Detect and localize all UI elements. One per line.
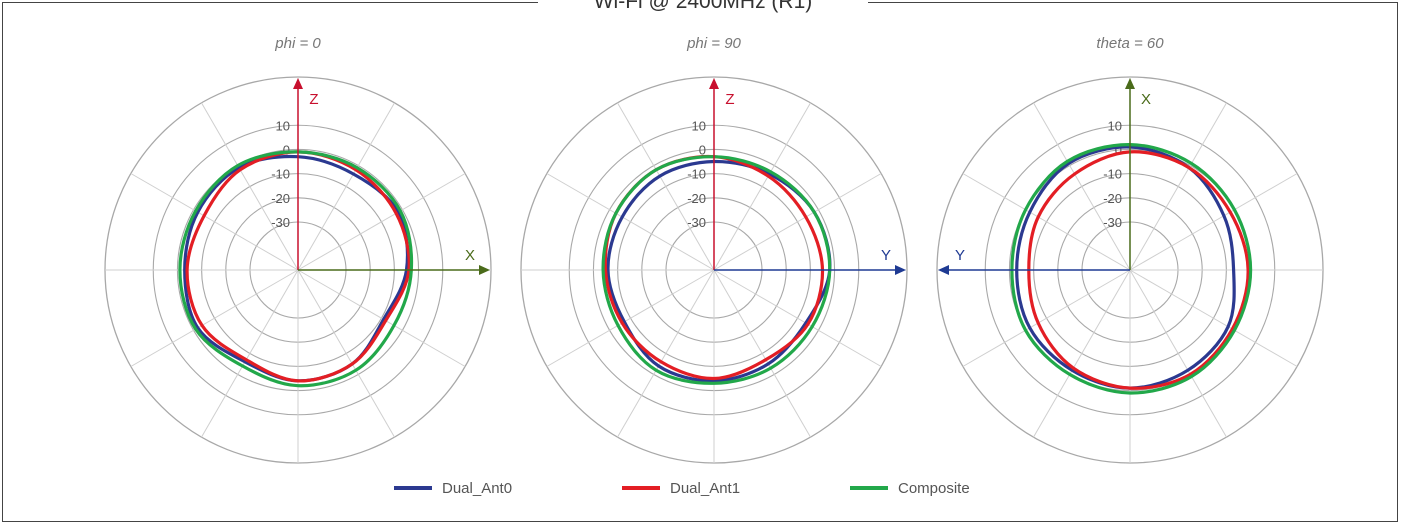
grid-spoke-inner — [1129, 269, 1155, 312]
axis-arrow — [938, 265, 949, 275]
legend-swatch — [394, 486, 432, 490]
axis-label-x: X — [1141, 91, 1151, 108]
grid-spoke-inner — [256, 245, 299, 271]
grid-spoke — [617, 311, 691, 438]
chart-title: Wi-Fi @ 2400MHz (R1) — [538, 0, 868, 15]
axis-label-z: Z — [309, 91, 318, 108]
plot-subtitle: theta = 60 — [1096, 35, 1164, 52]
grid-spoke-inner — [273, 269, 299, 312]
grid-spoke — [130, 293, 257, 367]
radial-tick-label: -10 — [1103, 167, 1122, 182]
grid-spoke-inner — [297, 245, 340, 271]
grid-spoke-inner — [713, 269, 756, 295]
grid-spoke-inner — [1129, 269, 1172, 295]
grid-spoke-inner — [1129, 228, 1155, 271]
axis-label-y: Y — [881, 247, 891, 264]
axis-label-z: Z — [725, 91, 734, 108]
series-composite — [601, 155, 832, 385]
grid-spoke-inner — [256, 269, 299, 295]
grid-spoke-inner — [689, 269, 715, 312]
radial-tick-label: 0 — [1115, 142, 1122, 157]
grid-spoke-inner — [1088, 245, 1131, 271]
grid-spoke-inner — [1105, 269, 1131, 312]
radial-tick-label: -30 — [1103, 215, 1122, 230]
grid-spoke — [617, 102, 691, 229]
axis-label-y: Y — [955, 247, 965, 264]
grid-spoke-inner — [1129, 245, 1172, 271]
radial-tick-label: -30 — [271, 215, 290, 230]
radial-tick-label: 10 — [276, 118, 290, 133]
grid-spoke-inner — [672, 245, 715, 271]
axis-arrow — [479, 265, 490, 275]
grid-spoke — [737, 102, 811, 229]
grid-spoke-inner — [297, 228, 323, 271]
grid-spoke — [201, 311, 275, 438]
legend-swatch — [622, 486, 660, 490]
axis-arrow — [709, 78, 719, 89]
polar-plot-3: theta = 60 10 0 -10 -20 -30 X Y — [936, 35, 1324, 464]
grid-spoke — [755, 293, 882, 367]
legend-item-dual-ant1: Dual_Ant1 — [622, 478, 740, 498]
radial-tick-label: -10 — [687, 167, 706, 182]
polar-plot-1: phi = 0 10 0 -10 -20 -30 Z X — [104, 35, 492, 464]
radial-tick-label: 0 — [283, 142, 290, 157]
radial-tick-label: -30 — [687, 215, 706, 230]
grid-spoke — [321, 102, 395, 229]
radial-tick-label: -20 — [1103, 191, 1122, 206]
legend-label: Composite — [898, 479, 970, 497]
radial-tick-label: -20 — [271, 191, 290, 206]
series-dual-ant1 — [1027, 150, 1250, 390]
grid-spoke — [755, 173, 882, 247]
plot-subtitle: phi = 90 — [686, 35, 741, 52]
radial-tick-label: 0 — [699, 142, 706, 157]
series-dual-ant1 — [185, 150, 411, 383]
grid-spoke — [339, 173, 466, 247]
radial-tick-label: -20 — [687, 191, 706, 206]
grid-spoke — [1033, 102, 1107, 229]
grid-spoke-inner — [713, 245, 756, 271]
grid-spoke-inner — [713, 269, 739, 312]
axis-arrow — [293, 78, 303, 89]
grid-spoke — [1153, 102, 1227, 229]
grid-spoke-inner — [1105, 228, 1131, 271]
axis-arrow — [1125, 78, 1135, 89]
grid-spoke-inner — [672, 269, 715, 295]
plot-subtitle: phi = 0 — [274, 35, 321, 52]
series-composite — [178, 150, 414, 388]
grid-spoke — [546, 293, 673, 367]
grid-spoke-inner — [273, 228, 299, 271]
legend-swatch — [850, 486, 888, 490]
grid-spoke-inner — [689, 228, 715, 271]
grid-spoke-inner — [1088, 269, 1131, 295]
radial-tick-label: 10 — [692, 118, 706, 133]
series-composite — [1010, 142, 1253, 395]
grid-spoke — [321, 311, 395, 438]
legend-item-dual-ant0: Dual_Ant0 — [394, 478, 512, 498]
radial-tick-label: 10 — [1108, 118, 1122, 133]
legend-item-composite: Composite — [850, 478, 970, 498]
grid-spoke-inner — [713, 228, 739, 271]
grid-spoke-inner — [297, 269, 340, 295]
grid-spoke — [339, 293, 466, 367]
grid-spoke — [737, 311, 811, 438]
grid-spoke-inner — [297, 269, 323, 312]
grid-spoke — [130, 173, 257, 247]
radial-tick-label: -10 — [271, 167, 290, 182]
axis-label-x: X — [465, 247, 475, 264]
axis-arrow — [895, 265, 906, 275]
legend-label: Dual_Ant1 — [670, 479, 741, 497]
grid-spoke — [546, 173, 673, 247]
legend-label: Dual_Ant0 — [442, 479, 513, 497]
polar-plot-2: phi = 90 10 0 -10 -20 -30 Z Y — [520, 35, 908, 464]
